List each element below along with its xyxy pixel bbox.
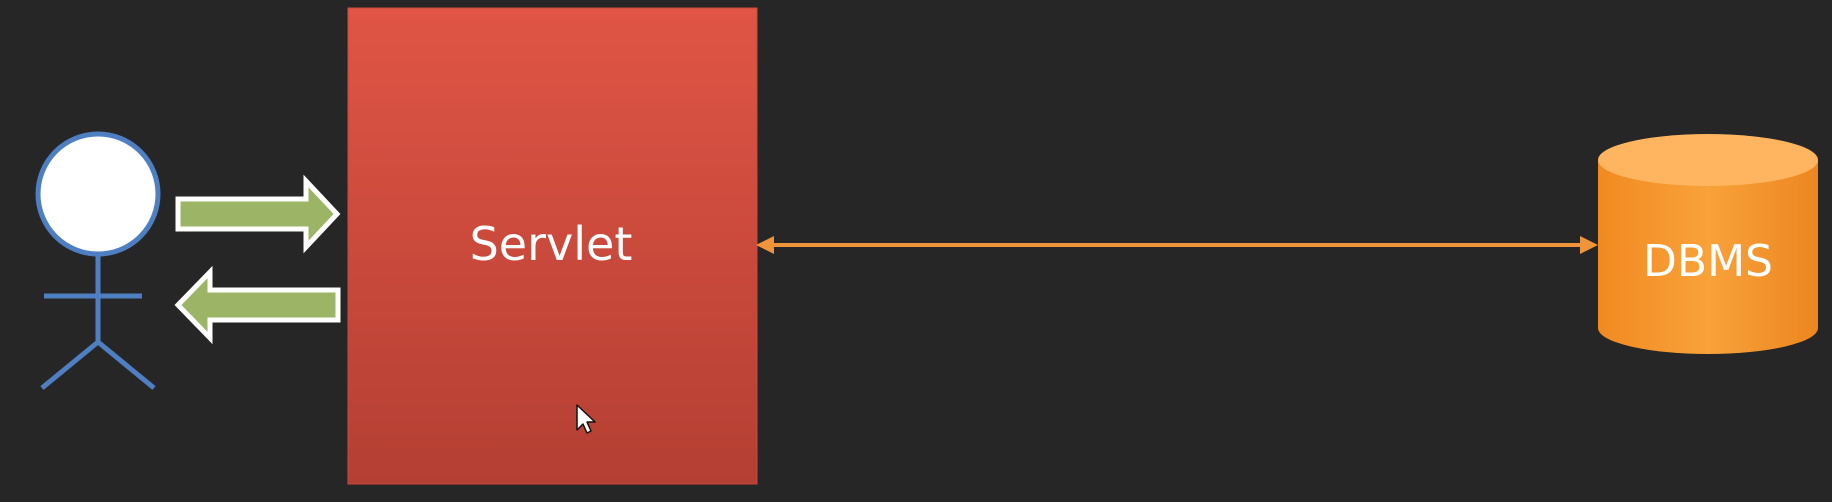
actor-left-leg [40,340,100,390]
connector-right-arrowhead [1580,236,1598,254]
request-arrow-icon [175,174,341,254]
response-arrow-icon [174,265,341,345]
servlet-dbms-connector [756,236,1598,254]
mouse-cursor-icon [576,404,596,434]
dbms-label: DBMS [1643,236,1773,287]
servlet-label: Servlet [470,217,633,271]
servlet-box: Servlet [347,7,758,485]
actor-head [35,131,161,257]
user-actor-icon [35,131,161,390]
actor-right-leg [96,340,156,390]
dbms-cylinder-icon: DBMS [1598,134,1818,354]
connector-left-arrowhead [756,236,774,254]
